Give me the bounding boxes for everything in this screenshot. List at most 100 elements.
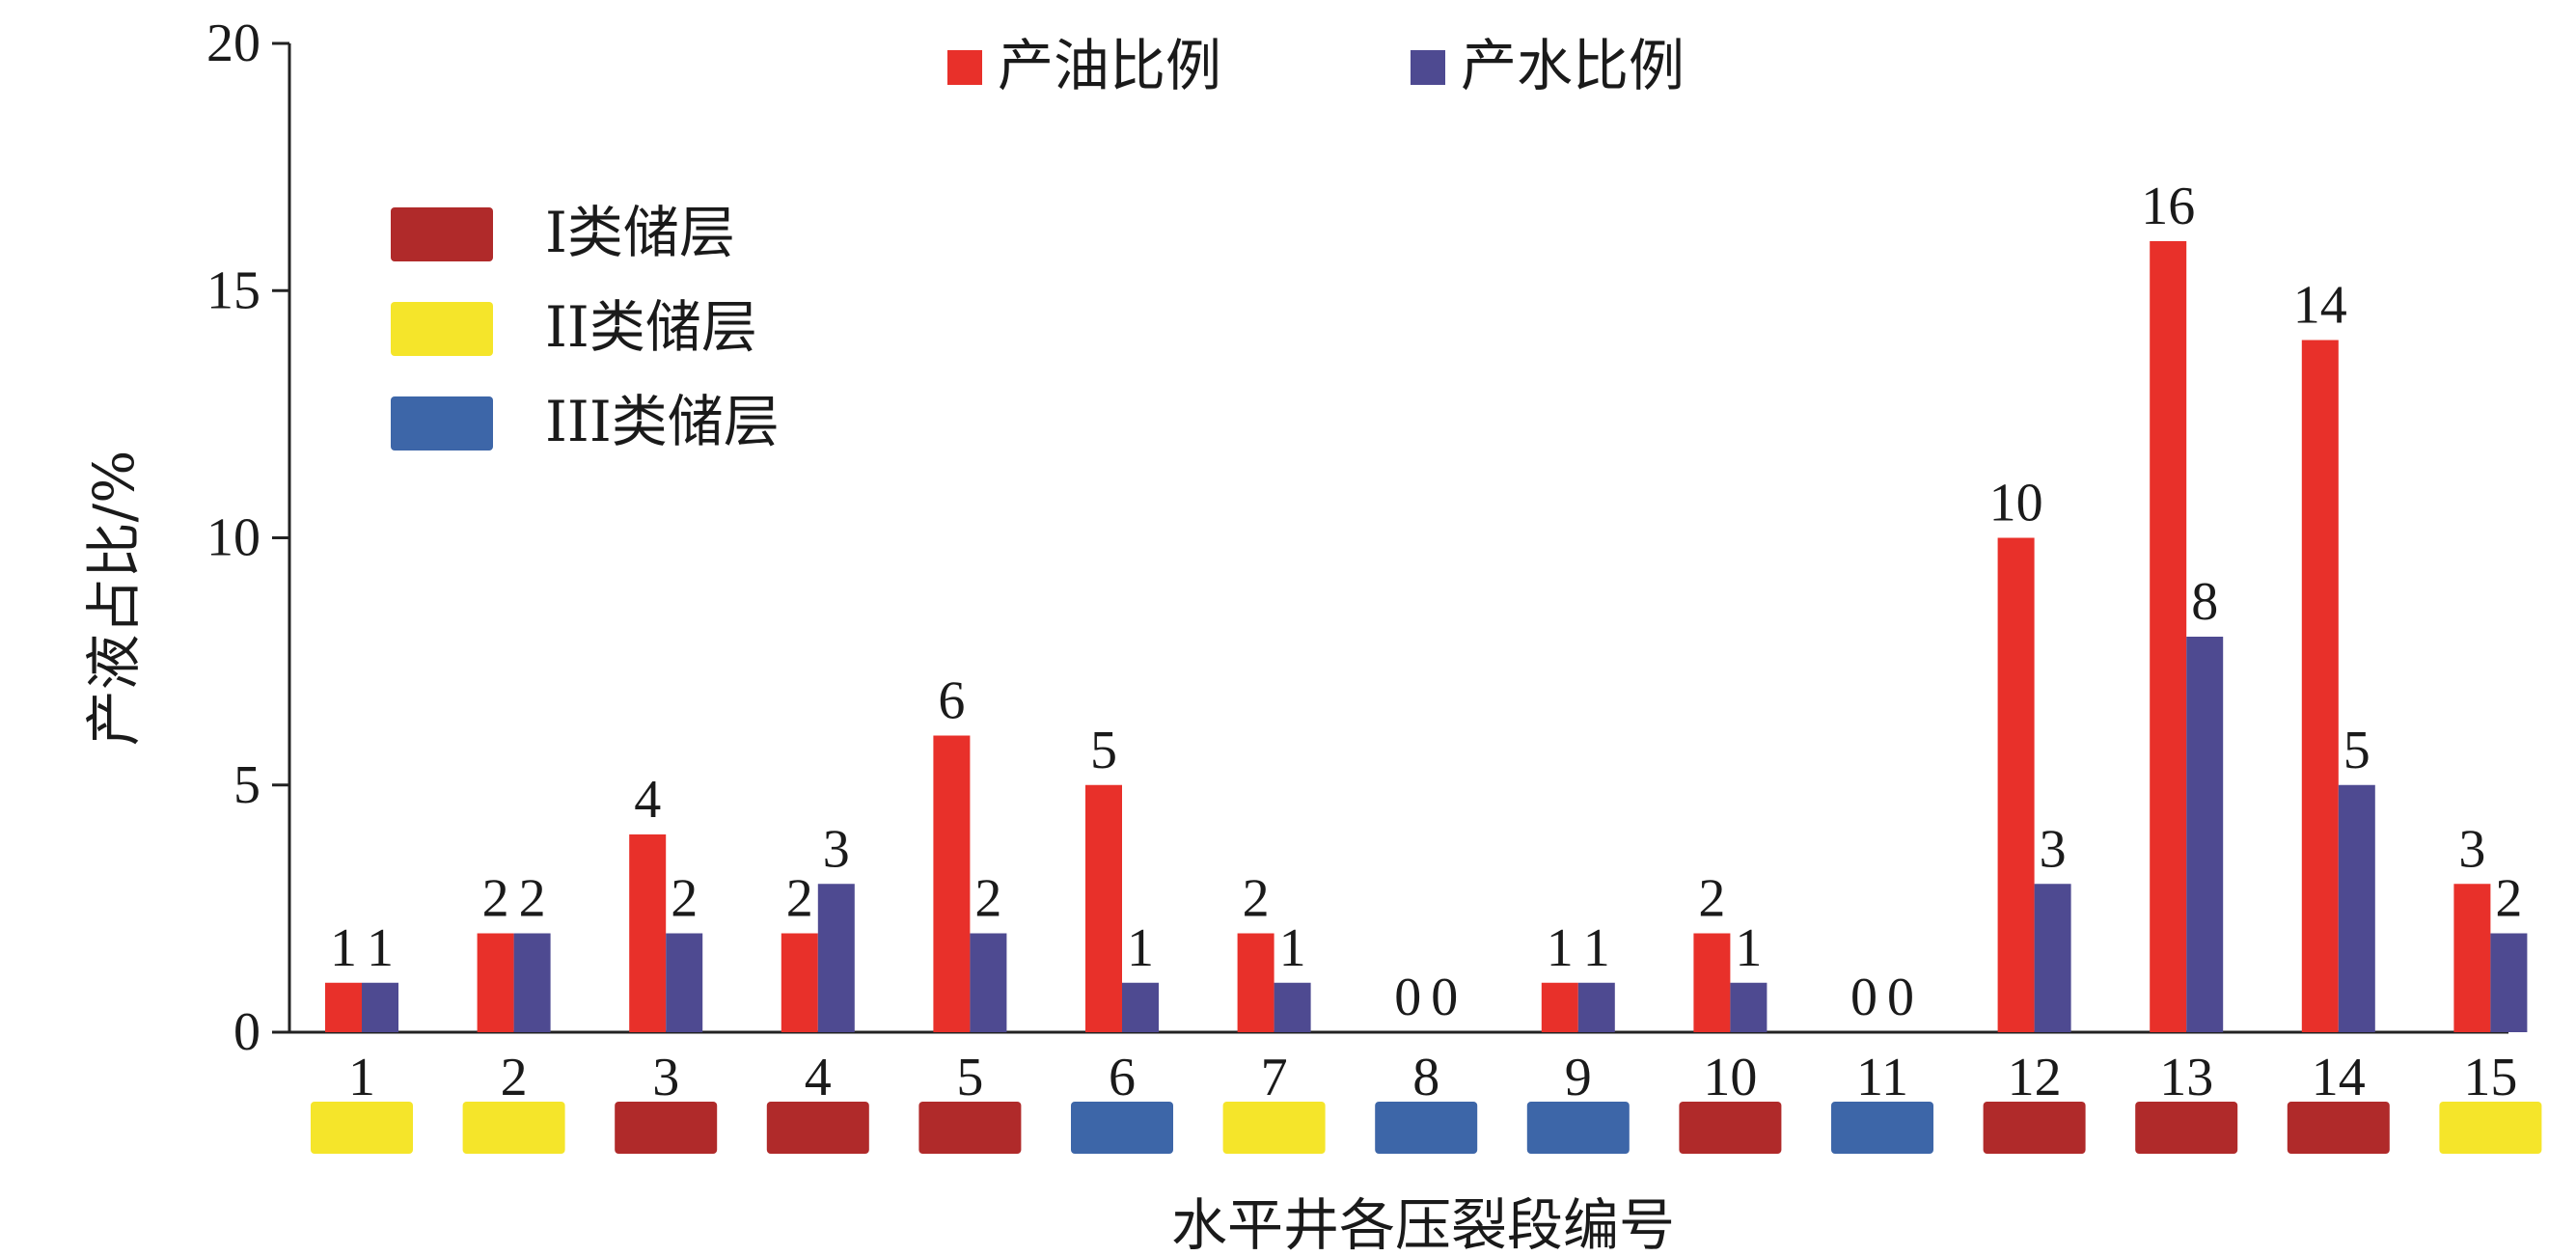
reservoir-class-box	[1375, 1102, 1478, 1154]
reservoir-class-box	[918, 1102, 1022, 1154]
x-tick-label: 8	[1412, 1048, 1439, 1107]
reservoir-class-box	[2287, 1102, 2390, 1154]
x-tick-label: 1	[348, 1048, 375, 1107]
x-axis-title: 水平井各压裂段编号	[1171, 1192, 1675, 1256]
value-label-water: 2	[519, 869, 546, 929]
x-tick-label: 5	[956, 1048, 983, 1107]
value-label-water: 0	[1431, 968, 1458, 1027]
y-tick-label: 15	[206, 260, 260, 320]
x-tick-label: 4	[805, 1048, 832, 1107]
reservoir-class-box	[2439, 1102, 2542, 1154]
x-tick-labels: 1 2 3 4 5 6 7 8 9 10 11 12 13 14 15	[348, 1048, 2517, 1107]
bar-oil	[1693, 933, 1731, 1032]
bar-oil	[1541, 982, 1578, 1032]
bar-water	[2338, 784, 2375, 1032]
bar-water	[1122, 982, 1159, 1032]
value-label-water: 1	[1735, 918, 1762, 978]
legend-label: 产油比例	[998, 33, 1221, 98]
value-label-oil: 16	[2141, 177, 2195, 236]
reservoir-legend: I类储层 II类储层 III类储层	[391, 200, 780, 454]
reservoir-class-box	[1983, 1102, 2086, 1154]
reservoir-legend-swatch	[391, 302, 493, 356]
reservoir-legend-label: II类储层	[545, 294, 757, 360]
value-label-oil: 1	[330, 918, 357, 978]
value-label-water: 3	[2040, 819, 2067, 879]
value-label-oil: 2	[1243, 869, 1270, 929]
bar-water	[1274, 982, 1311, 1032]
value-label-oil: 2	[786, 869, 813, 929]
x-tick-label: 6	[1109, 1048, 1136, 1107]
value-label-oil: 10	[1989, 474, 2043, 533]
y-tick-label: 20	[206, 14, 260, 73]
value-label-oil: 14	[2293, 276, 2347, 336]
value-label-oil: 1	[1547, 918, 1574, 978]
bar-oil	[325, 982, 362, 1032]
bar-oil	[781, 933, 818, 1032]
bar-oil	[477, 933, 514, 1032]
x-tick-label: 15	[2463, 1048, 2517, 1107]
bar-oil	[1085, 784, 1122, 1032]
value-label-oil: 4	[634, 770, 661, 830]
bar-water	[666, 933, 703, 1032]
value-label-water: 1	[1583, 918, 1610, 978]
bar-oil	[1237, 933, 1274, 1032]
reservoir-class-box	[766, 1102, 869, 1154]
x-tick-label: 10	[1703, 1048, 1757, 1107]
value-label-water: 1	[1127, 918, 1154, 978]
x-tick-label: 13	[2159, 1048, 2213, 1107]
reservoir-class-markers	[311, 1102, 2542, 1154]
legend-label: 产水比例	[1461, 33, 1685, 98]
value-label-water: 3	[823, 819, 850, 879]
x-tick-label: 7	[1261, 1048, 1288, 1107]
value-label-water: 0	[1887, 968, 1914, 1027]
bar-water	[970, 933, 1007, 1032]
bar-water	[2186, 637, 2224, 1032]
bar-oil	[2150, 241, 2187, 1032]
legend-swatch	[947, 50, 982, 85]
value-label-oil: 6	[938, 671, 965, 731]
value-label-water: 2	[671, 869, 698, 929]
value-label-water: 5	[2343, 721, 2370, 780]
bar-oil	[2453, 884, 2491, 1032]
reservoir-legend-swatch	[391, 396, 493, 451]
value-label-oil: 3	[2458, 819, 2485, 879]
bar-oil	[629, 834, 667, 1032]
reservoir-class-box	[1071, 1102, 1173, 1154]
legend-swatch	[1411, 50, 1445, 85]
value-label-oil: 5	[1090, 721, 1117, 780]
reservoir-legend-swatch	[391, 207, 493, 261]
bar-water	[1577, 982, 1615, 1032]
reservoir-class-box	[1831, 1102, 1933, 1154]
value-label-water: 8	[2191, 572, 2218, 632]
bar-water	[2034, 884, 2071, 1032]
bars	[325, 241, 2528, 1032]
series-legend: 产油比例 产水比例	[947, 33, 1685, 98]
reservoir-legend-label: III类储层	[545, 389, 780, 454]
y-tick-label: 0	[233, 1002, 260, 1062]
bar-oil	[1997, 537, 2035, 1032]
x-tick-label: 11	[1856, 1048, 1908, 1107]
y-tick-label: 10	[206, 508, 260, 568]
reservoir-class-box	[1679, 1102, 1782, 1154]
x-tick-label: 9	[1565, 1048, 1592, 1107]
bar-water	[1730, 982, 1768, 1032]
value-label-oil: 2	[1698, 869, 1725, 929]
bar-water	[362, 982, 398, 1032]
reservoir-class-box	[462, 1102, 565, 1154]
value-label-water: 1	[1279, 918, 1306, 978]
bar-water	[817, 884, 855, 1032]
reservoir-class-box	[615, 1102, 718, 1154]
value-label-water: 2	[974, 869, 1001, 929]
bar-oil	[933, 735, 971, 1032]
value-label-oil: 0	[1850, 968, 1877, 1027]
reservoir-class-box	[1526, 1102, 1630, 1154]
value-label-oil: 2	[482, 869, 509, 929]
bar-water	[513, 933, 551, 1032]
x-tick-label: 2	[501, 1048, 528, 1107]
value-label-water: 1	[367, 918, 394, 978]
value-label-water: 2	[2495, 869, 2522, 929]
value-label-oil: 0	[1394, 968, 1421, 1027]
bar-water	[2490, 933, 2528, 1032]
